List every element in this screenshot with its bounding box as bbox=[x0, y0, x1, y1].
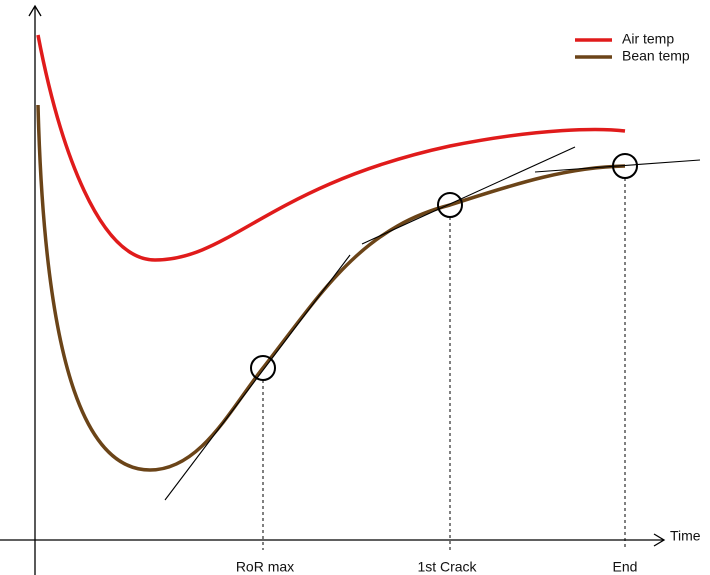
legend-label: Bean temp bbox=[622, 48, 690, 64]
tangent-line bbox=[164, 254, 351, 501]
x-axis-arrow bbox=[653, 533, 666, 547]
x-axis-label: Time bbox=[670, 528, 701, 544]
bean-temp-curve bbox=[36, 104, 626, 472]
y-axis-arrow bbox=[28, 4, 42, 17]
marker-label: 1st Crack bbox=[417, 559, 477, 575]
air-temp-curve bbox=[36, 34, 626, 262]
tangent-line bbox=[361, 146, 576, 245]
tangent-line bbox=[534, 159, 701, 173]
marker-circle bbox=[437, 192, 463, 218]
marker-circle bbox=[250, 355, 276, 381]
marker-label: RoR max bbox=[236, 559, 294, 575]
marker-circle bbox=[612, 153, 638, 179]
legend-label: Air temp bbox=[622, 31, 674, 47]
marker-label: End bbox=[613, 559, 638, 575]
